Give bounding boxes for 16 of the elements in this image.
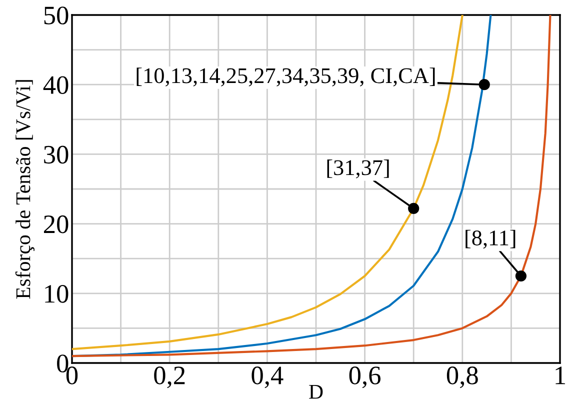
x-tick-label: 0,2 — [154, 366, 185, 388]
annotation: [31,37] — [327, 160, 389, 178]
x-tick-label: 0,8 — [446, 366, 478, 388]
y-tick-label: 20 — [44, 215, 68, 234]
y-axis-title: Esforço de Tensão [Vs/Vi] — [15, 80, 34, 299]
y-tick-label: 50 — [44, 6, 68, 24]
y-tick-label: 40 — [43, 76, 68, 94]
x-tick-label: 1 — [556, 366, 566, 384]
x-axis-title: D — [309, 384, 323, 399]
x-tick-label: 0,4 — [252, 366, 284, 388]
annotation: [8,11] — [466, 230, 516, 249]
y-tick-label: 0 — [57, 354, 68, 372]
y-tick-label: 30 — [44, 146, 68, 164]
y-tick-label: 10 — [45, 285, 68, 303]
x-tick-label: 0,6 — [349, 366, 381, 388]
annotation: [10,13,14,25,27,34,35,39, CI,CA] — [136, 68, 435, 86]
